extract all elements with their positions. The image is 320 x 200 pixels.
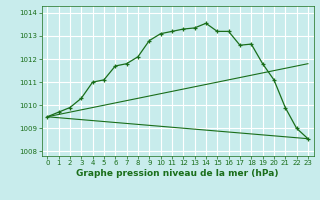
X-axis label: Graphe pression niveau de la mer (hPa): Graphe pression niveau de la mer (hPa) — [76, 169, 279, 178]
